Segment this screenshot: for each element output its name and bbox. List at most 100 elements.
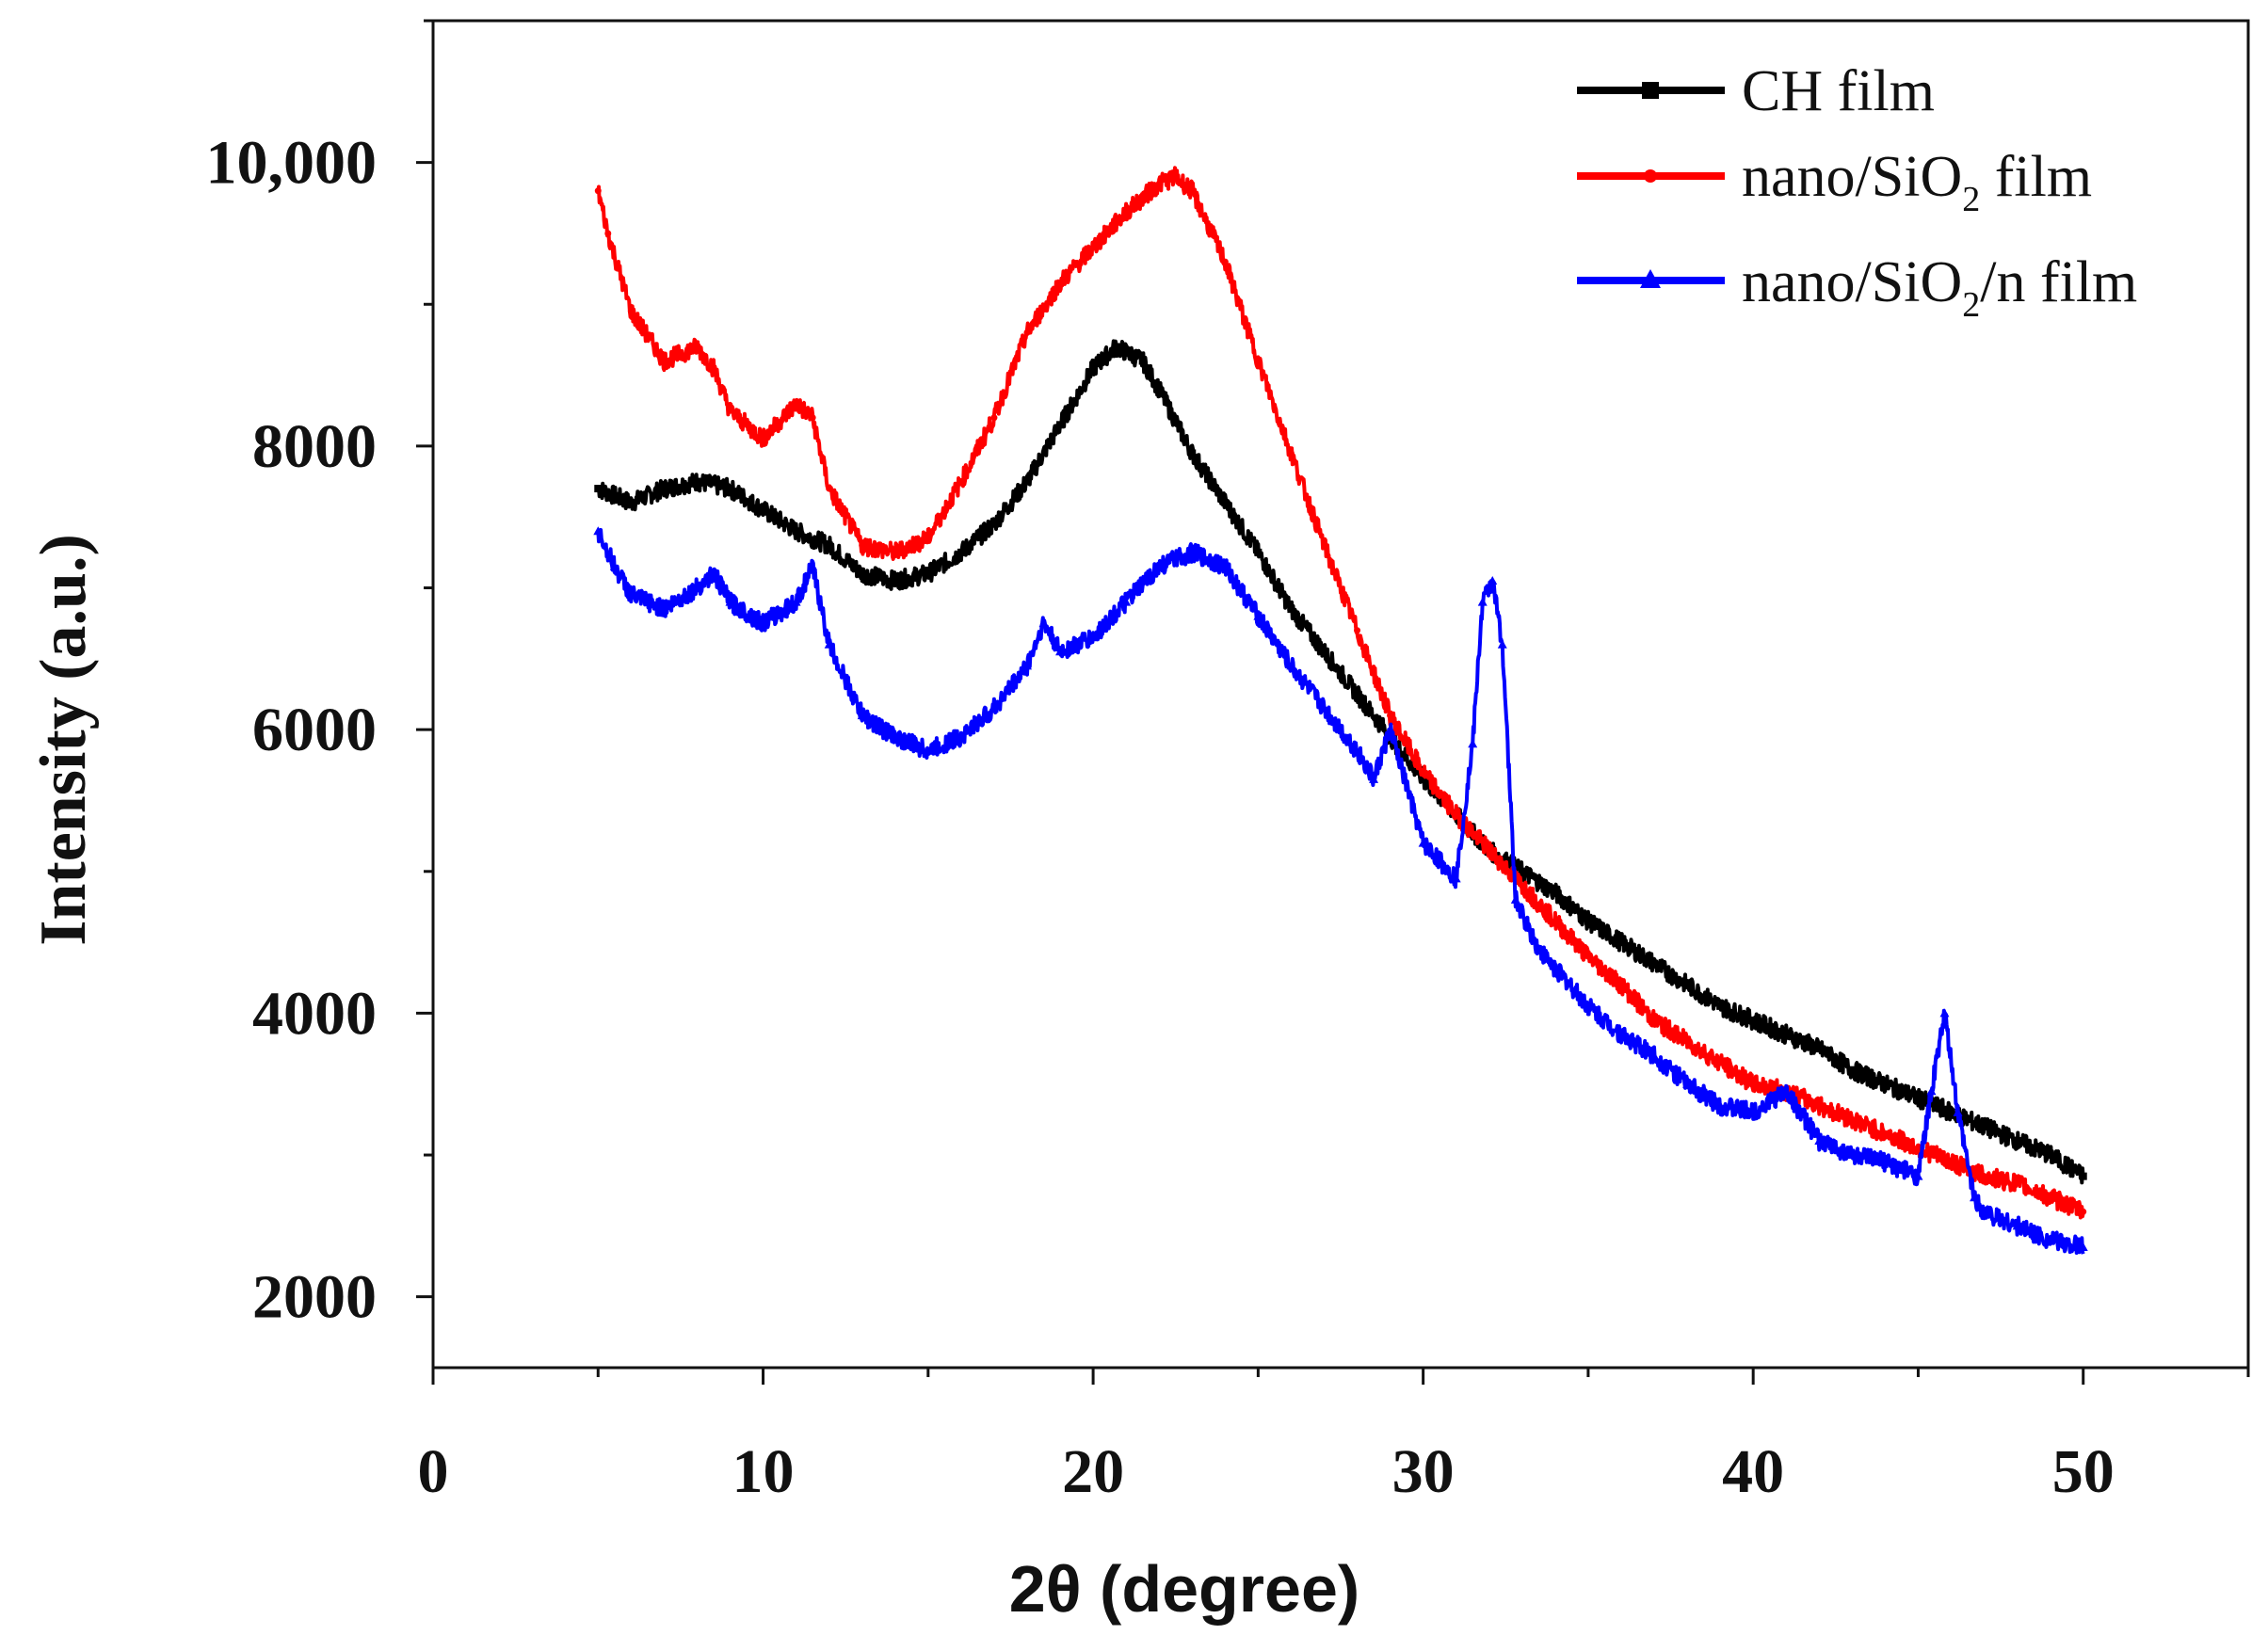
data-point [609,561,619,570]
data-point [1352,745,1362,755]
data-point [1089,364,1098,373]
data-point [1287,449,1295,457]
data-point [1387,712,1394,719]
y-tick-label: 4000 [252,979,377,1048]
data-point [1486,846,1493,854]
legend: CH film nano/SiO2 film nano/SiO2/n film [1577,59,2137,325]
data-point [758,618,768,628]
data-point [2012,1221,2022,1230]
data-point [1650,1017,1658,1024]
data-point [1453,811,1460,819]
data-point [726,407,733,414]
data-point [708,569,718,578]
data-point [693,477,701,486]
data-point [925,535,932,542]
data-point [1881,1080,1890,1088]
data-point [760,435,767,442]
data-point [956,731,966,741]
data-point [660,358,668,365]
data-point [660,485,668,493]
data-point [1913,1171,1923,1180]
data-point [1715,1100,1726,1110]
legend-label-nano-sio2-n: nano/SiO2/n film [1742,250,2137,325]
data-point [1172,173,1180,181]
data-point [726,485,734,493]
x-tick-label: 0 [418,1437,449,1506]
data-point [825,541,833,550]
data-point [1847,1150,1858,1160]
legend-marker-ch [1642,82,1659,99]
y-tick-label: 10,000 [206,129,378,198]
data-point [1023,329,1031,336]
data-point [1716,1059,1724,1066]
data-point [1979,1207,1989,1216]
data-point [892,549,899,556]
legend-label-nano-sio2: nano/SiO2 film [1742,145,2092,219]
x-axis-tick-labels: 0 10 20 30 40 50 [418,1437,2115,1506]
data-point [2078,1242,2088,1251]
series-line-0 [596,339,2085,1185]
data-point [1188,449,1197,457]
data-point [989,703,999,713]
data-point [2046,1151,2054,1160]
legend-marker-nano-sio2 [1644,169,1657,183]
data-point [1583,1001,1593,1010]
data-point [957,478,965,486]
data-point [826,485,833,492]
data-point [1188,187,1196,195]
data-point [1451,874,1461,883]
data-point [824,639,834,649]
data-point [1519,882,1526,890]
data-point [692,583,702,592]
data-point [1716,1002,1725,1010]
data-point [1584,917,1592,925]
data-point [1154,561,1165,570]
data-point [1021,661,1032,670]
x-tick-label: 30 [1392,1437,1455,1506]
plot-frame [431,19,2250,1370]
series-line-1 [596,166,2085,1220]
data-point [627,308,635,315]
data-point [1948,1159,1955,1166]
legend-label-ch: CH film [1742,59,1935,123]
data-point [792,527,800,536]
data-point [957,548,965,556]
x-axis-title-theta: 2θ [1009,1552,1082,1626]
data-point [859,541,866,549]
data-point [1970,1193,1980,1202]
x-axis-title-unit: (degree) [1082,1552,1360,1626]
data-point [1497,639,1507,649]
x-tick-label: 10 [732,1437,795,1506]
data-point [1354,627,1361,634]
data-point [1088,633,1099,642]
data-point [693,343,700,350]
data-point [1748,1107,1759,1116]
data-point [725,597,735,606]
data-point [1056,280,1064,287]
data-point [1038,618,1049,628]
data-point [1221,499,1230,507]
data-point [1369,774,1379,783]
data-point [1749,1081,1757,1088]
subscript: 2 [1962,180,1980,219]
data-point [1683,1038,1691,1046]
data-point [1914,1145,1922,1152]
data-point [1121,597,1132,606]
data-point [857,711,867,720]
data-point [1650,959,1659,968]
data-point [1682,1079,1693,1088]
data-point [1534,944,1544,954]
data-point [1880,1157,1890,1166]
data-point [1418,838,1428,847]
data-point [1385,725,1395,734]
data-point [1056,421,1065,429]
data-point [1947,1108,1955,1116]
data-point [808,561,818,570]
data-point [2047,1194,2054,1201]
data-point [1782,1031,1791,1039]
data-point [1781,1086,1792,1096]
data-point [1488,575,1498,585]
data-point [627,499,635,507]
data-point [1814,1135,1825,1145]
data-point [1953,1107,1963,1116]
